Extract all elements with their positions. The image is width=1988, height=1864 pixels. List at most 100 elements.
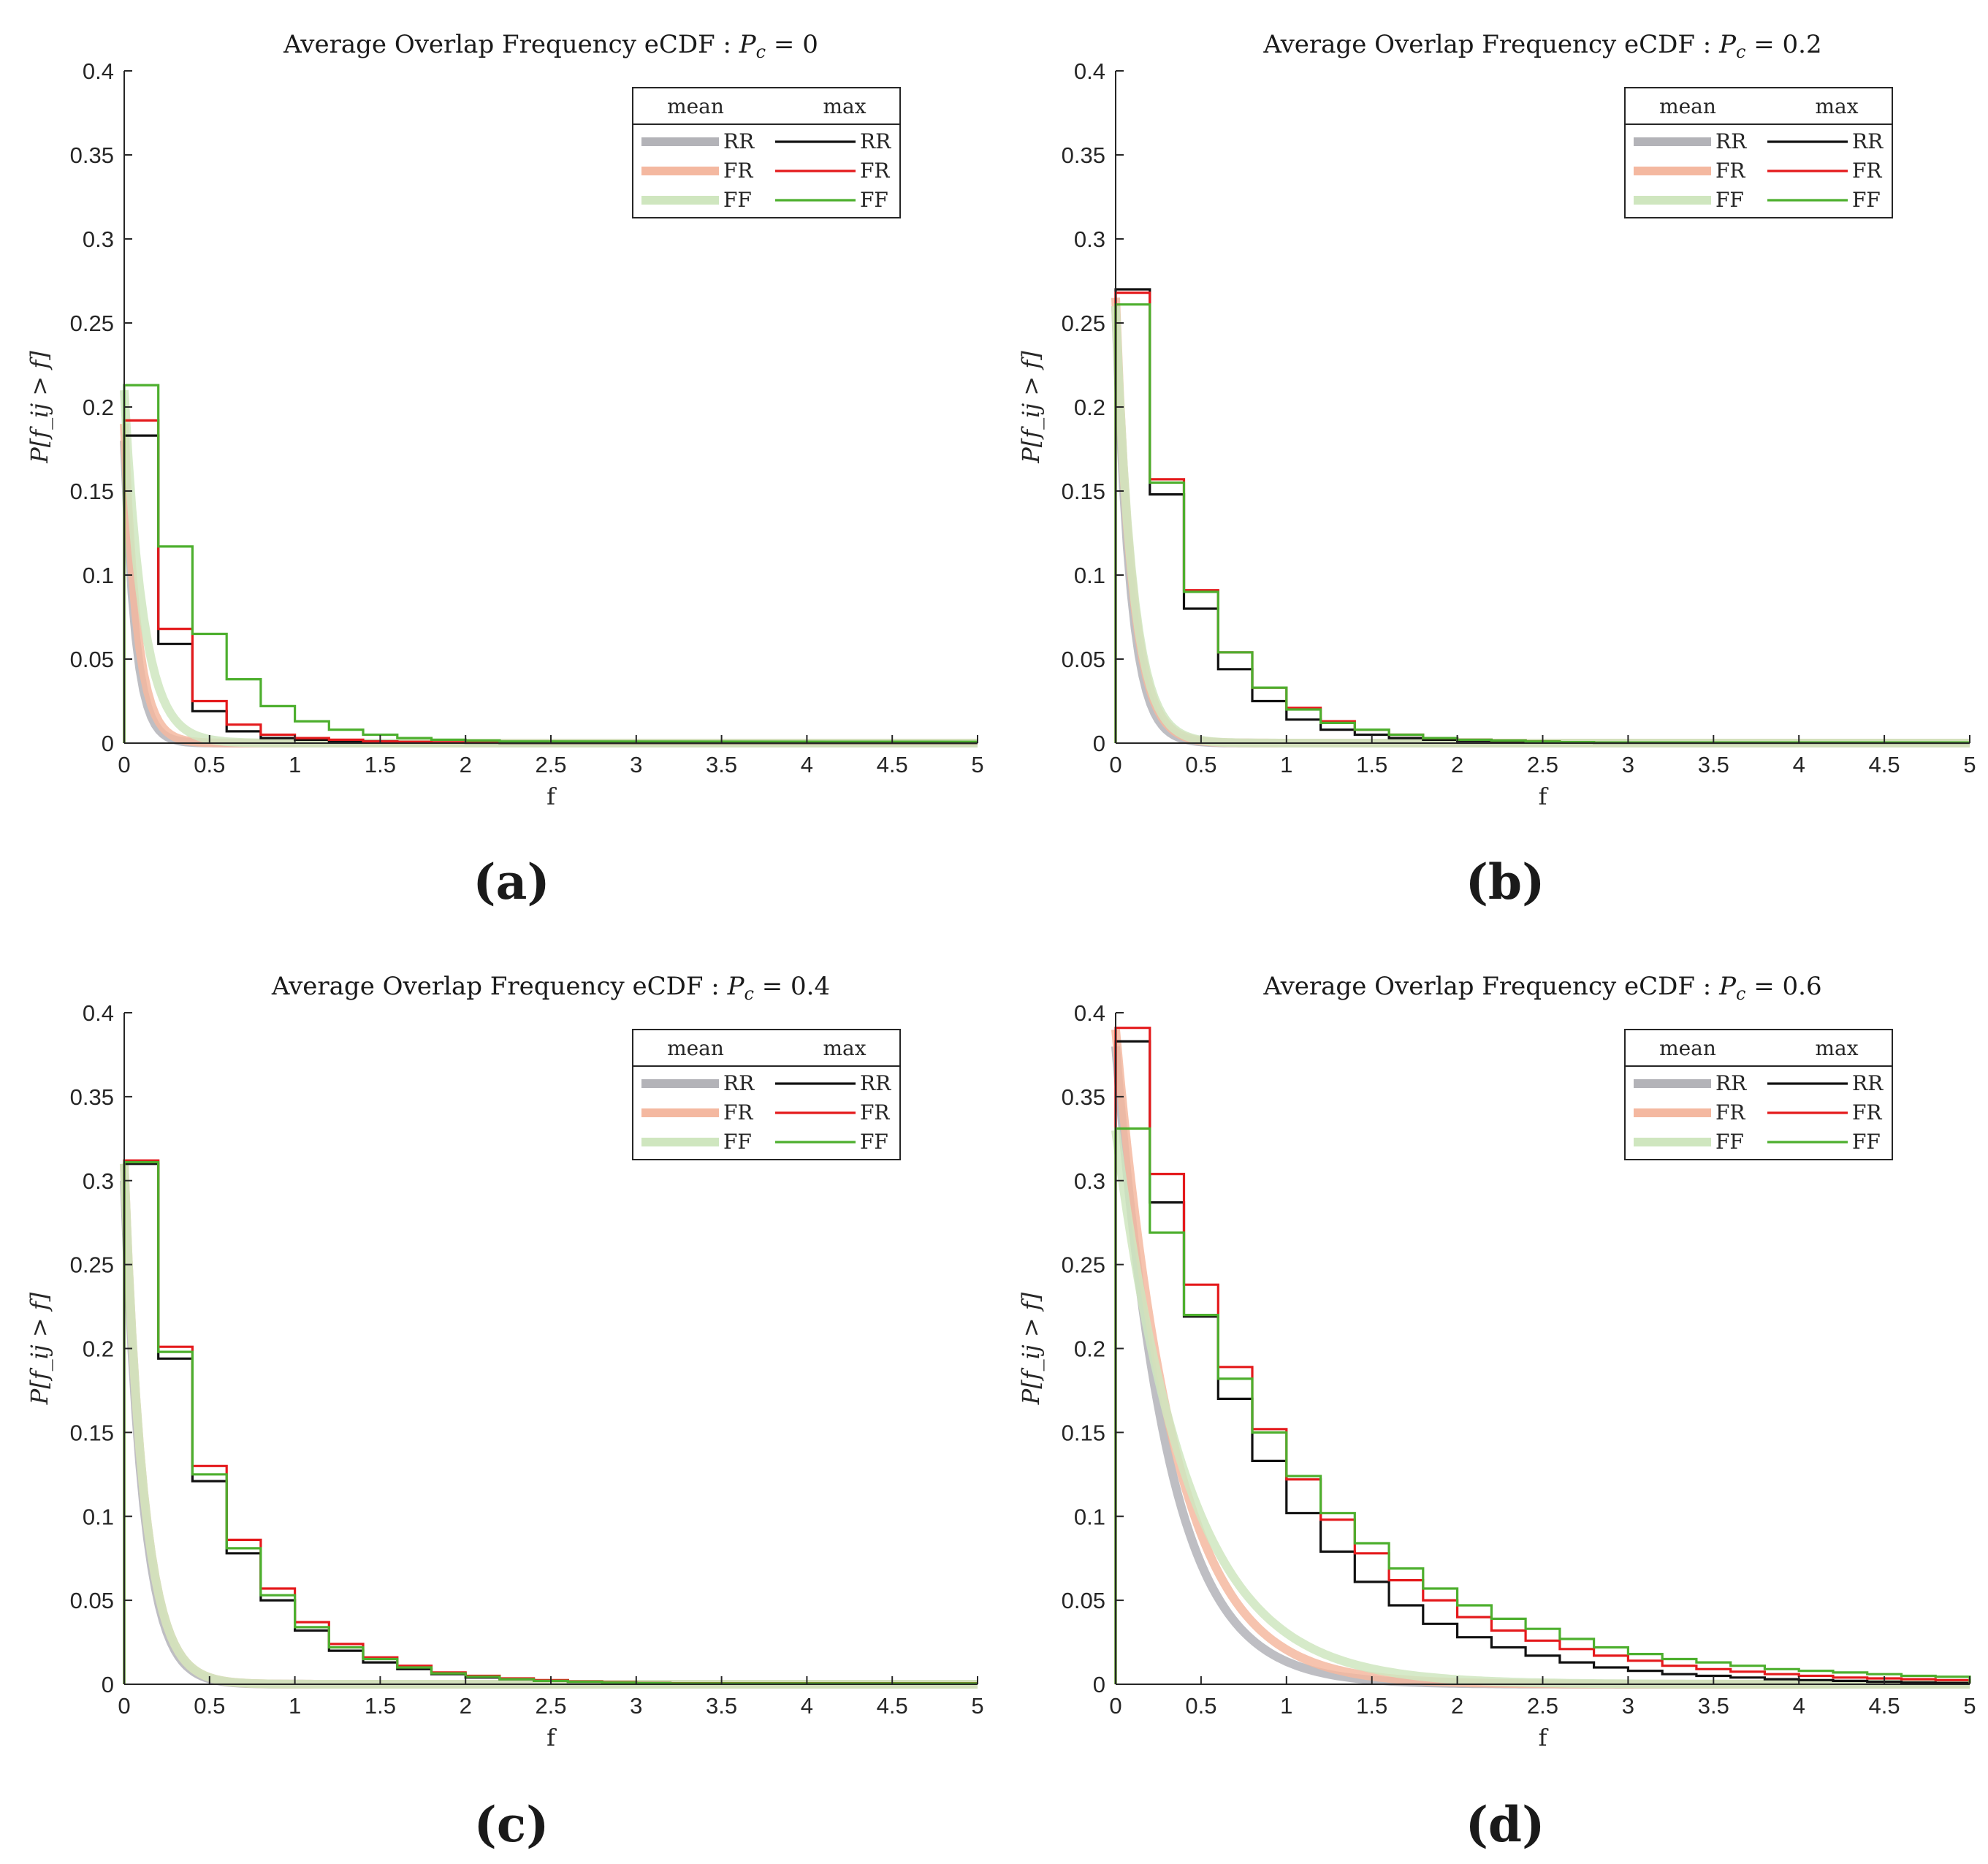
x-axis-label: f bbox=[1539, 1724, 1549, 1751]
y-tick-label: 0.3 bbox=[83, 227, 114, 252]
legend-mean-label: FF bbox=[723, 188, 752, 212]
max-step-RR bbox=[1114, 288, 1970, 745]
x-tick-label: 2 bbox=[460, 752, 472, 777]
legend-max-label: FF bbox=[860, 188, 888, 212]
x-tick-label: 3.5 bbox=[706, 1693, 737, 1719]
y-tick-label: 0.35 bbox=[70, 142, 114, 168]
y-tick-label: 0.4 bbox=[1074, 58, 1105, 84]
legend-max-label: FF bbox=[1852, 1130, 1881, 1154]
max-step-FR bbox=[123, 1159, 978, 1685]
legend-mean-label: FR bbox=[1715, 159, 1745, 183]
y-tick-label: 0.2 bbox=[1074, 1336, 1105, 1362]
mean-curve-FF bbox=[120, 1163, 978, 1689]
x-tick-label: 0.5 bbox=[1185, 1693, 1216, 1719]
legend-mean-label: FF bbox=[1715, 1130, 1744, 1154]
panel-label: (d) bbox=[1466, 1796, 1545, 1853]
x-tick-label: 1 bbox=[289, 752, 301, 777]
x-tick-label: 4 bbox=[1793, 752, 1805, 777]
legend-mean-label: FF bbox=[1715, 188, 1744, 212]
legend-max-label: FR bbox=[1852, 159, 1882, 183]
y-tick-label: 0.25 bbox=[70, 1252, 114, 1278]
x-tick-label: 3.5 bbox=[1698, 752, 1729, 777]
x-tick-label: 4.5 bbox=[1869, 1693, 1900, 1719]
x-tick-label: 2.5 bbox=[535, 1693, 566, 1719]
y-tick-label: 0.15 bbox=[70, 1420, 114, 1445]
mean-curve-FF bbox=[120, 389, 978, 747]
y-tick-label: 0.25 bbox=[70, 311, 114, 336]
x-tick-label: 4.5 bbox=[877, 1693, 908, 1719]
x-tick-label: 1 bbox=[1280, 752, 1292, 777]
legend-max-label: FF bbox=[1852, 188, 1881, 212]
max-step-FF bbox=[1114, 303, 1970, 744]
x-tick-label: 2.5 bbox=[1527, 752, 1558, 777]
x-tick-label: 0 bbox=[1109, 752, 1121, 777]
x-tick-label: 5 bbox=[1963, 1693, 1976, 1719]
mean-curve-RR bbox=[1111, 305, 1970, 747]
legend-header-mean: mean bbox=[667, 1036, 724, 1060]
x-tick-label: 1.5 bbox=[365, 752, 396, 777]
y-axis-label: P[f_ij > f] bbox=[26, 351, 53, 464]
mean-curve-RR bbox=[120, 440, 978, 747]
y-tick-label: 0.15 bbox=[70, 479, 114, 504]
x-tick-label: 3 bbox=[1622, 1693, 1634, 1719]
x-tick-label: 1.5 bbox=[365, 1693, 396, 1719]
y-tick-label: 0.3 bbox=[83, 1168, 114, 1194]
y-tick-label: 0.35 bbox=[1062, 1084, 1105, 1110]
chart-panel-2: Average Overlap Frequency eCDF : Pc = 0.… bbox=[1017, 30, 1976, 910]
max-step-FF bbox=[1114, 1127, 1971, 1684]
legend-max-label: FR bbox=[1852, 1100, 1882, 1125]
x-tick-label: 3 bbox=[630, 1693, 642, 1719]
chart-panel-3: Average Overlap Frequency eCDF : Pc = 0.… bbox=[26, 972, 984, 1853]
y-tick-label: 0.05 bbox=[1062, 1588, 1105, 1613]
legend-header-max: max bbox=[823, 1036, 866, 1060]
chart-title: Average Overlap Frequency eCDF : Pc = 0.… bbox=[1263, 30, 1821, 62]
chart-title: Average Overlap Frequency eCDF : Pc = 0 bbox=[283, 30, 818, 62]
mean-curve-FR bbox=[1111, 297, 1970, 747]
x-tick-label: 1 bbox=[289, 1693, 301, 1719]
legend-max-label: FF bbox=[860, 1130, 888, 1154]
x-tick-label: 2.5 bbox=[1527, 1693, 1558, 1719]
y-tick-label: 0.4 bbox=[83, 58, 114, 84]
legend-header-mean: mean bbox=[1659, 94, 1716, 118]
legend-mean-label: RR bbox=[723, 1071, 755, 1095]
x-tick-label: 2 bbox=[460, 1693, 472, 1719]
x-tick-label: 5 bbox=[971, 752, 983, 777]
mean-curve-FF bbox=[1111, 305, 1970, 747]
y-tick-label: 0 bbox=[1093, 731, 1105, 756]
x-tick-label: 1.5 bbox=[1356, 752, 1387, 777]
y-tick-label: 0.1 bbox=[83, 1504, 114, 1529]
x-tick-label: 4 bbox=[801, 1693, 813, 1719]
legend-header-max: max bbox=[1815, 94, 1858, 118]
panel-label: (a) bbox=[473, 853, 549, 910]
x-tick-label: 4 bbox=[801, 752, 813, 777]
panel-label: (c) bbox=[474, 1796, 549, 1853]
panel-label: (b) bbox=[1466, 853, 1545, 910]
legend-max-label: FR bbox=[860, 159, 890, 183]
x-tick-label: 4.5 bbox=[1869, 752, 1900, 777]
legend-max-label: RR bbox=[860, 1071, 891, 1095]
y-tick-label: 0.15 bbox=[1062, 1420, 1105, 1445]
x-tick-label: 0.5 bbox=[1185, 752, 1216, 777]
legend-max-label: RR bbox=[1852, 129, 1884, 153]
mean-curve-FF bbox=[1111, 1130, 1970, 1689]
max-step-FR bbox=[1114, 292, 1970, 744]
y-tick-label: 0.25 bbox=[1062, 311, 1105, 336]
x-tick-label: 0 bbox=[118, 752, 130, 777]
chart-title: Average Overlap Frequency eCDF : Pc = 0.… bbox=[271, 972, 830, 1004]
y-tick-label: 0.4 bbox=[1074, 1000, 1105, 1026]
x-tick-label: 5 bbox=[1963, 752, 1976, 777]
y-tick-label: 0.1 bbox=[83, 563, 114, 588]
x-tick-label: 0.5 bbox=[194, 752, 225, 777]
y-tick-label: 0.1 bbox=[1074, 1504, 1105, 1529]
x-tick-label: 4 bbox=[1793, 1693, 1805, 1719]
y-tick-label: 0.15 bbox=[1062, 479, 1105, 504]
y-tick-label: 0.3 bbox=[1074, 227, 1105, 252]
legend-mean-label: FF bbox=[723, 1130, 752, 1154]
x-tick-label: 1.5 bbox=[1356, 1693, 1387, 1719]
mean-curve-FR bbox=[120, 1163, 978, 1689]
x-tick-label: 3 bbox=[1622, 752, 1634, 777]
legend-header-max: max bbox=[823, 94, 866, 118]
legend-mean-label: RR bbox=[1715, 129, 1747, 153]
chart-panel-4: Average Overlap Frequency eCDF : Pc = 0.… bbox=[1017, 972, 1976, 1853]
